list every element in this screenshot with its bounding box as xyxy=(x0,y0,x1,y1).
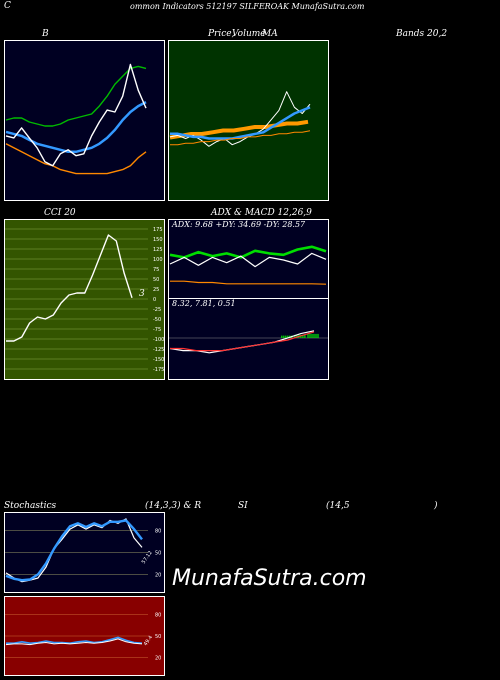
watermark: MunafaSutra.com xyxy=(172,566,367,591)
cci-line xyxy=(6,234,133,342)
price-title-a: Price, xyxy=(208,29,235,39)
cci-tick-label: 150 xyxy=(153,237,163,243)
price-ma-short-line xyxy=(170,106,311,140)
rsi-close: ) xyxy=(434,501,438,511)
adx-minusDY-line xyxy=(169,252,327,268)
macd-title: ADX & MACD 12,26,9 xyxy=(211,208,312,218)
stoch-tick-label: 80 xyxy=(155,529,161,535)
bands-title: Bands 20,2 xyxy=(396,29,448,39)
macd-panel xyxy=(168,298,329,380)
panel-background xyxy=(4,219,165,380)
adx-plusDY-line xyxy=(169,245,327,259)
rsi-rsi-line xyxy=(6,636,143,645)
bb-lower-band-line xyxy=(5,143,147,175)
macd-values: 8.32, 7.81, 0.51 xyxy=(172,299,236,308)
bb-price-line xyxy=(5,63,147,167)
panel-background xyxy=(168,298,329,380)
rsi-params: (14,5 xyxy=(326,501,350,511)
panel-background xyxy=(4,40,165,201)
cci-tick-label: 75 xyxy=(153,267,159,273)
cci-tick-label: -150 xyxy=(153,357,164,363)
cci-tick-label: 100 xyxy=(153,257,163,263)
stoch-params: (14,3,3) & R xyxy=(145,501,202,511)
stoch-title: Stochastics xyxy=(4,501,57,511)
price-panel xyxy=(168,40,329,201)
cci-tick-label: 25 xyxy=(153,287,159,293)
stoch-tick-label: 50 xyxy=(155,551,161,557)
adx-panel xyxy=(168,219,329,299)
cci-tick-label: 0 xyxy=(153,297,156,303)
cci-panel: 175 150 125 100 75 50 25 0 -25 -50 -75 -100 -125 -150… xyxy=(4,219,165,380)
rsi-title: SI xyxy=(238,501,248,511)
bb-upper-band-line xyxy=(5,65,147,127)
price-price-line xyxy=(169,91,311,147)
header-prefix: C xyxy=(4,1,11,11)
price-title-b: Volume xyxy=(232,29,266,39)
cci-tick-label: -75 xyxy=(153,327,161,333)
price-title-c: MA xyxy=(262,29,278,39)
rsi-panel: 80 50 20 49.4 xyxy=(4,596,165,676)
cci-tick-label: -100 xyxy=(153,337,164,343)
macd-signal-line xyxy=(170,331,315,352)
stoch-tick-label: 20 xyxy=(155,572,161,578)
rsi-current-label: 49.4 xyxy=(143,635,154,648)
rsi-tick-label: 80 xyxy=(155,612,161,618)
bb-panel xyxy=(4,40,165,201)
cci-tick-label: 125 xyxy=(153,247,163,253)
cci-title: CCI 20 xyxy=(44,208,76,218)
price-ma-long-line xyxy=(170,130,311,146)
price-volume-ma-line xyxy=(169,119,309,140)
stoch-d-line xyxy=(5,519,143,582)
panel-background xyxy=(168,40,329,201)
cci-tick-label: -125 xyxy=(153,347,164,353)
cci-tick-label: 175 xyxy=(153,227,163,233)
rsi-mfi-line xyxy=(5,638,143,646)
rsi-tick-label: 20 xyxy=(155,656,161,662)
header-title: ommon Indicators 512197 SILFEROAK Munafa… xyxy=(130,2,365,11)
rsi-tick-label: 50 xyxy=(155,634,161,640)
bb-middle-band-line xyxy=(5,100,147,154)
cci-tick-label: -50 xyxy=(153,317,161,323)
adx-adx-line xyxy=(170,280,327,285)
panel-background xyxy=(168,219,329,299)
cci-current: 3 xyxy=(139,289,145,299)
adx-values: ADX: 9.68 +DY: 34.69 -DY: 28.57 xyxy=(172,220,306,229)
cci-tick-label: -175 xyxy=(153,367,164,373)
cci-tick-label: -25 xyxy=(153,307,161,313)
cci-tick-label: 50 xyxy=(153,277,159,283)
bb-title: B xyxy=(42,29,49,39)
